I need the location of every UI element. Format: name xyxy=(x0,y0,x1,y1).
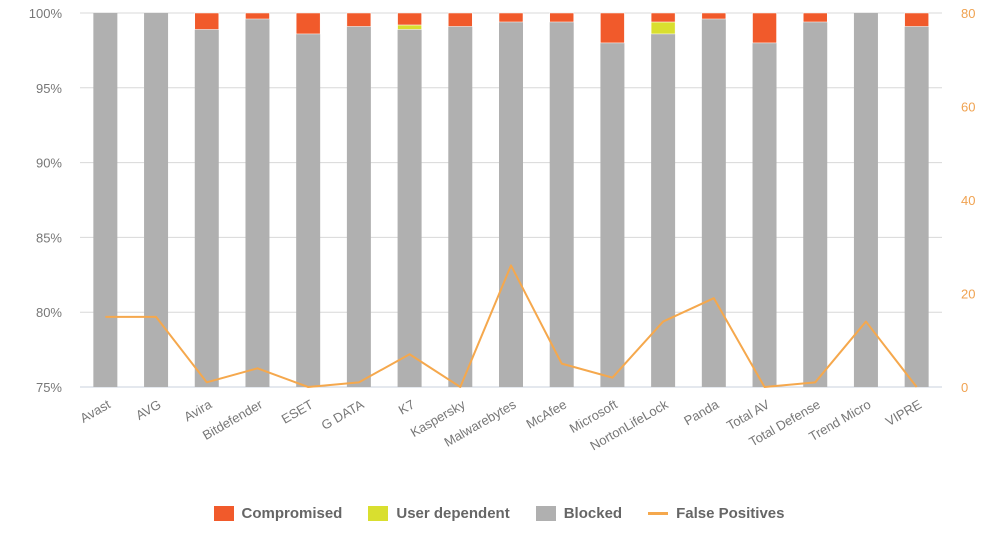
bar-blocked xyxy=(651,33,676,387)
x-tick-label: McAfee xyxy=(524,397,570,432)
legend-item-user-dependent[interactable]: User dependent xyxy=(368,505,510,522)
x-tick-label: K7 xyxy=(396,397,417,418)
false-positives-line xyxy=(105,264,918,388)
legend-label-false-positives: False Positives xyxy=(676,505,785,522)
bar-compromised xyxy=(346,12,372,27)
y-right-tick-label: 80 xyxy=(961,6,975,21)
x-tick-label: Avast xyxy=(77,396,113,425)
y-left-tick-label: 85% xyxy=(36,230,62,245)
x-tick-label: ESET xyxy=(279,397,316,427)
bar-blocked xyxy=(448,26,473,388)
legend-line-false-positives xyxy=(648,512,669,515)
bar-compromised xyxy=(701,12,727,20)
bar-compromised xyxy=(904,12,929,27)
x-tick-label: VIPRE xyxy=(883,396,925,429)
bar-blocked xyxy=(346,26,371,388)
legend-swatch-blocked xyxy=(535,506,556,521)
legend-label-blocked: Blocked xyxy=(563,505,623,522)
y-right-tick-label: 0 xyxy=(961,380,968,395)
bar-compromised xyxy=(752,12,777,44)
bar-user-dependent xyxy=(650,21,676,35)
y-left-tick-label: 90% xyxy=(36,156,62,171)
bar-compromised xyxy=(194,12,220,30)
bar-blocked xyxy=(144,13,169,387)
bar-compromised xyxy=(245,12,270,20)
bar-blocked xyxy=(499,21,523,387)
y-left-tick-label: 95% xyxy=(36,81,62,96)
bar-blocked xyxy=(549,21,574,387)
bar-blocked xyxy=(600,42,625,388)
bar-blocked xyxy=(752,42,777,388)
bar-blocked xyxy=(397,29,422,388)
bar-compromised xyxy=(397,12,422,26)
x-tick-label: AVG xyxy=(133,397,163,423)
bar-blocked xyxy=(93,13,118,387)
bar-compromised xyxy=(448,12,473,27)
legend-swatch-user-dependent xyxy=(368,506,389,521)
y-left-tick-label: 100% xyxy=(29,6,63,21)
legend-label-compromised: Compromised xyxy=(241,505,343,522)
bar-compromised xyxy=(650,12,676,23)
bar-blocked xyxy=(853,13,878,387)
bar-blocked xyxy=(296,33,321,387)
legend-swatch-compromised xyxy=(213,506,234,521)
y-left-tick-label: 75% xyxy=(36,380,62,395)
x-tick-label: Avira xyxy=(181,396,215,424)
bar-blocked xyxy=(701,18,726,387)
y-right-tick-label: 20 xyxy=(961,287,975,302)
bar-blocked xyxy=(803,21,828,387)
bar-user-dependent xyxy=(397,24,422,30)
legend-item-blocked[interactable]: Blocked xyxy=(535,505,623,522)
bar-compromised xyxy=(802,12,828,23)
bar-compromised xyxy=(549,12,574,23)
y-right-tick-label: 40 xyxy=(961,193,975,208)
bar-compromised xyxy=(600,12,625,44)
y-right-tick-label: 60 xyxy=(961,100,975,115)
bar-compromised xyxy=(295,12,321,35)
legend-item-compromised[interactable]: Compromised xyxy=(213,505,343,522)
bar-blocked xyxy=(904,26,929,388)
x-tick-label: G DATA xyxy=(319,396,367,432)
y-left-tick-label: 80% xyxy=(36,305,62,320)
chart-legend: Compromised User dependent Blocked False… xyxy=(0,505,998,522)
bar-compromised xyxy=(498,12,524,23)
bar-blocked xyxy=(245,18,270,387)
legend-item-false-positives[interactable]: False Positives xyxy=(648,505,784,522)
legend-label-user-dependent: User dependent xyxy=(396,505,510,522)
bar-blocked xyxy=(194,29,219,388)
x-tick-label: Panda xyxy=(681,396,722,428)
